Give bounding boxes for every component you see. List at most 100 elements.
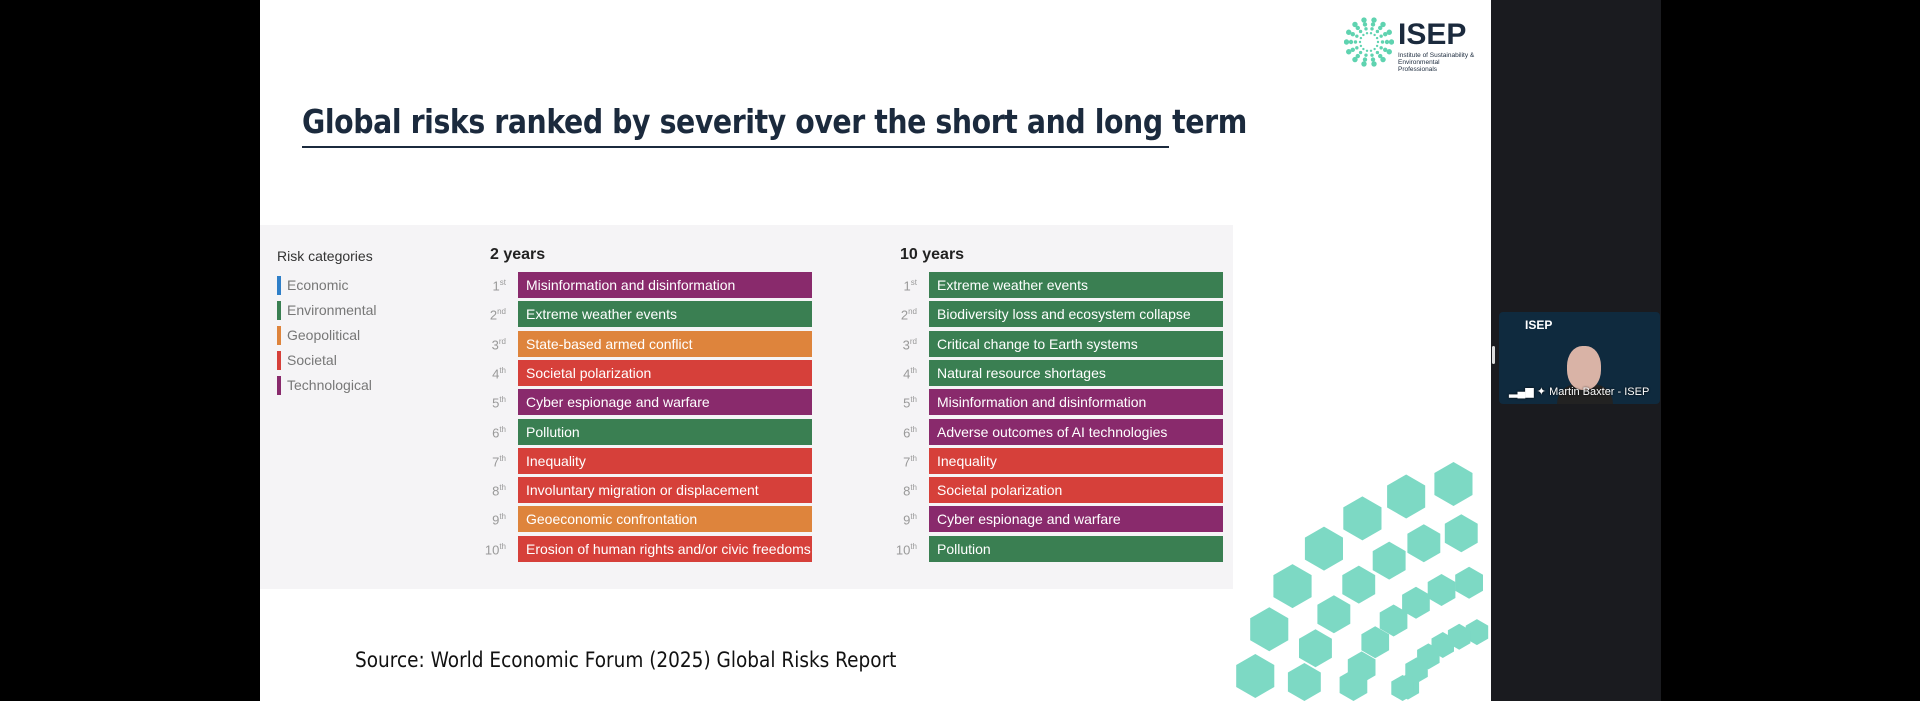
- rank-label: 6th: [492, 424, 506, 440]
- decor-hexagon: [1304, 526, 1343, 571]
- participant-body: [1557, 384, 1613, 404]
- logo-dot: [1359, 36, 1363, 40]
- decor-hexagon: [1407, 524, 1441, 563]
- decor-hexagon: [1339, 669, 1368, 701]
- risk-row: 1st Misinformation and disinformation: [260, 272, 1233, 298]
- rank-label: 5th: [492, 395, 506, 411]
- panel-resize-handle[interactable]: [1492, 346, 1495, 364]
- logo-dot: [1370, 53, 1374, 57]
- decor-hexagon: [1273, 564, 1312, 609]
- short-term-title: 2 years: [490, 246, 546, 263]
- signal-icon: ▂▄▆: [1509, 386, 1537, 398]
- risk-bar: Inequality: [518, 447, 812, 474]
- participant-name-label: ▂▄▆ ✦ Martin Baxter - ISEP: [1509, 385, 1649, 398]
- logo-dot: [1362, 33, 1365, 37]
- logo-dot: [1380, 21, 1386, 28]
- logo-dot: [1378, 53, 1383, 59]
- logo-dot: [1346, 49, 1352, 55]
- logo-dot: [1364, 27, 1368, 31]
- decor-hexagon: [1391, 675, 1414, 701]
- title-underline: [302, 146, 1169, 148]
- risk-row: 7th Inequality: [260, 447, 1233, 474]
- presentation-slide: Global risks ranked by severity over the…: [260, 0, 1491, 701]
- logo-dot: [1359, 44, 1363, 48]
- risk-row: 2nd Extreme weather events: [260, 301, 1233, 328]
- logo-dot: [1343, 39, 1350, 45]
- rank-label: 7th: [903, 453, 917, 470]
- decor-hexagon: [1434, 462, 1473, 506]
- rank-label: 3rd: [491, 336, 506, 352]
- legend-swatch: [277, 326, 281, 345]
- logo-dot: [1370, 57, 1376, 62]
- rank-label: 2nd: [489, 307, 506, 323]
- risk-bar: Involuntary migration or displacement: [518, 477, 812, 504]
- decor-hexagon: [1427, 574, 1456, 606]
- logo-dot: [1364, 53, 1368, 57]
- logo-dot: [1373, 47, 1376, 51]
- decor-hexagon: [1250, 607, 1289, 652]
- rank-label: 9th: [903, 512, 917, 528]
- rank-label: 9th: [492, 512, 506, 528]
- video-background-logo: ISEP: [1525, 318, 1553, 332]
- participant-video-tile[interactable]: ISEP ▂▄▆ ✦ Martin Baxter - ISEP: [1499, 312, 1660, 404]
- risk-bar: Misinformation and disinformation: [929, 389, 1223, 416]
- logo-dot: [1355, 34, 1359, 38]
- legend-swatch: [277, 276, 281, 295]
- rank-label: 5th: [903, 395, 917, 411]
- logo-dot: [1369, 49, 1373, 52]
- risk-row: 7th Inequality: [260, 447, 1233, 474]
- logo-subtitle: Institute of Sustainability & Environmen…: [1398, 52, 1475, 73]
- risk-bar: Critical change to Earth systems: [929, 330, 1223, 357]
- logo-dot: [1350, 47, 1355, 53]
- risk-bar: Geoeconomic confrontation: [518, 506, 812, 533]
- decor-hexagon: [1387, 474, 1426, 519]
- decor-hexagon: [1343, 496, 1382, 541]
- decor-hexagon: [1372, 541, 1406, 580]
- isep-logo-mark-icon: [1343, 17, 1395, 67]
- logo-dot: [1355, 53, 1360, 59]
- legend-label: Technological: [287, 377, 372, 393]
- isep-logo: ISEP Institute of Sustainability & Envir…: [1343, 16, 1474, 73]
- logo-dot: [1386, 29, 1392, 35]
- logo-dot: [1358, 50, 1363, 55]
- logo-dot: [1388, 39, 1395, 45]
- decor-hexagon: [1402, 586, 1430, 619]
- risk-bar: Natural resource shortages: [929, 359, 1223, 386]
- logo-dot: [1379, 34, 1383, 38]
- risk-row: 3rd Critical change to Earth systems: [260, 330, 1233, 357]
- logo-dot: [1371, 17, 1377, 23]
- legend-label: Economic: [287, 277, 349, 293]
- logo-dot: [1384, 39, 1390, 45]
- logo-dot: [1379, 46, 1383, 50]
- risk-bar: Societal polarization: [518, 359, 812, 386]
- risk-row: 9th Geoeconomic confrontation: [260, 506, 1233, 533]
- decor-hexagon: [1379, 604, 1408, 637]
- risk-bar: Adverse outcomes of AI technologies: [929, 418, 1223, 445]
- legend-item-societal: Societal: [277, 350, 337, 370]
- risk-row: 6th Pollution: [260, 418, 1233, 445]
- risk-row: 1st Extreme weather events: [260, 272, 1233, 298]
- logo-dot: [1362, 57, 1368, 62]
- logo-dot: [1352, 21, 1358, 28]
- participant-name: Martin Baxter - ISEP: [1549, 386, 1650, 398]
- risk-row: 2nd Biodiversity loss and ecosystem colla…: [260, 301, 1233, 328]
- logo-dot: [1361, 61, 1367, 67]
- risk-row: 8th Involuntary migration or displacement: [260, 477, 1233, 504]
- rank-label: 4th: [903, 365, 917, 382]
- logo-dot: [1383, 47, 1388, 53]
- risk-row: 5th Cyber espionage and warfare: [260, 389, 1233, 416]
- rank-label: 7th: [492, 453, 506, 470]
- logo-dot: [1378, 25, 1383, 31]
- logo-dot: [1383, 31, 1388, 37]
- risk-bar: Inequality: [929, 447, 1223, 474]
- risk-row: 3rd State-based armed conflict: [260, 330, 1233, 357]
- logo-dot: [1370, 22, 1376, 27]
- logo-dot: [1369, 32, 1373, 35]
- logo-dot: [1375, 29, 1380, 34]
- logo-dot: [1362, 47, 1365, 51]
- legend-title: Risk categories: [277, 248, 373, 264]
- logo-dot: [1373, 33, 1376, 37]
- legend-label: Geopolitical: [287, 327, 361, 343]
- rank-label: 6th: [903, 424, 917, 440]
- logo-dot: [1346, 29, 1352, 35]
